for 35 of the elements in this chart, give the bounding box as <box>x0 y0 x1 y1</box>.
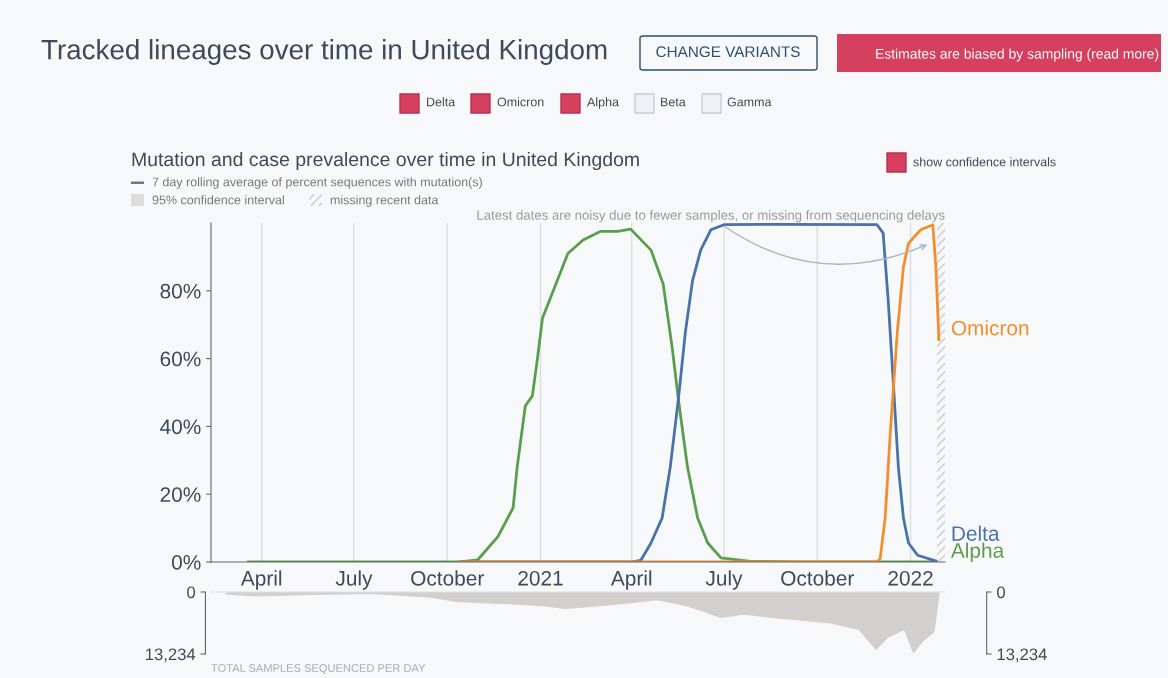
y-tick-label: 0% <box>171 555 201 570</box>
chart-title: Mutation and case prevalence over time in United Kingdom <box>132 151 639 171</box>
series-label: Omicron <box>951 320 1029 336</box>
y-tick-label: 20% <box>160 487 201 502</box>
y-tick-label: 13,234 <box>146 648 196 663</box>
text: CHANGE VARIANTS <box>656 46 800 58</box>
x-tick-label: October <box>781 570 854 586</box>
text: Tracked lineages over time in United Kingdom <box>41 39 607 65</box>
x-tick-label: 2022 <box>888 570 933 586</box>
x-tick-label: 2021 <box>518 570 563 586</box>
legend-label: missing recent data <box>330 195 439 207</box>
text: 7 day rolling average of percent sequences with mutation(s) <box>152 177 482 189</box>
text: Gamma <box>727 97 772 107</box>
series-label: Delta <box>952 525 1000 541</box>
text: Omicron <box>497 97 544 107</box>
text: show confidence intervals <box>913 157 1056 167</box>
x-axis-title: TOTAL SAMPLES SEQUENCED PER DAY <box>211 664 426 674</box>
x-tick-label: April <box>610 570 652 590</box>
series-label: Alpha <box>950 542 1005 562</box>
y-tick-label: 80% <box>160 283 201 299</box>
y-tick-label: 40% <box>160 419 201 435</box>
annotation: Latest dates are noisy due to fewer samples, or missing from sequencing delays <box>477 210 945 223</box>
y-tick-label: 0 <box>187 586 196 599</box>
x-tick-label: July <box>335 570 373 590</box>
x-tick-label: July <box>705 570 743 590</box>
text: Estimates are biased by sampling (read more) <box>876 48 1159 62</box>
y2-tick-label: 0 <box>997 586 1006 599</box>
text: Alpha <box>587 97 619 109</box>
text: Beta <box>661 97 686 107</box>
x-tick-label: October <box>411 570 484 586</box>
x-tick-label: April <box>240 570 282 590</box>
y-tick-label: 60% <box>160 351 201 367</box>
y2-tick-label: 13,234 <box>997 648 1047 663</box>
text: Delta <box>427 97 456 107</box>
text: 95% confidence interval <box>152 195 284 205</box>
